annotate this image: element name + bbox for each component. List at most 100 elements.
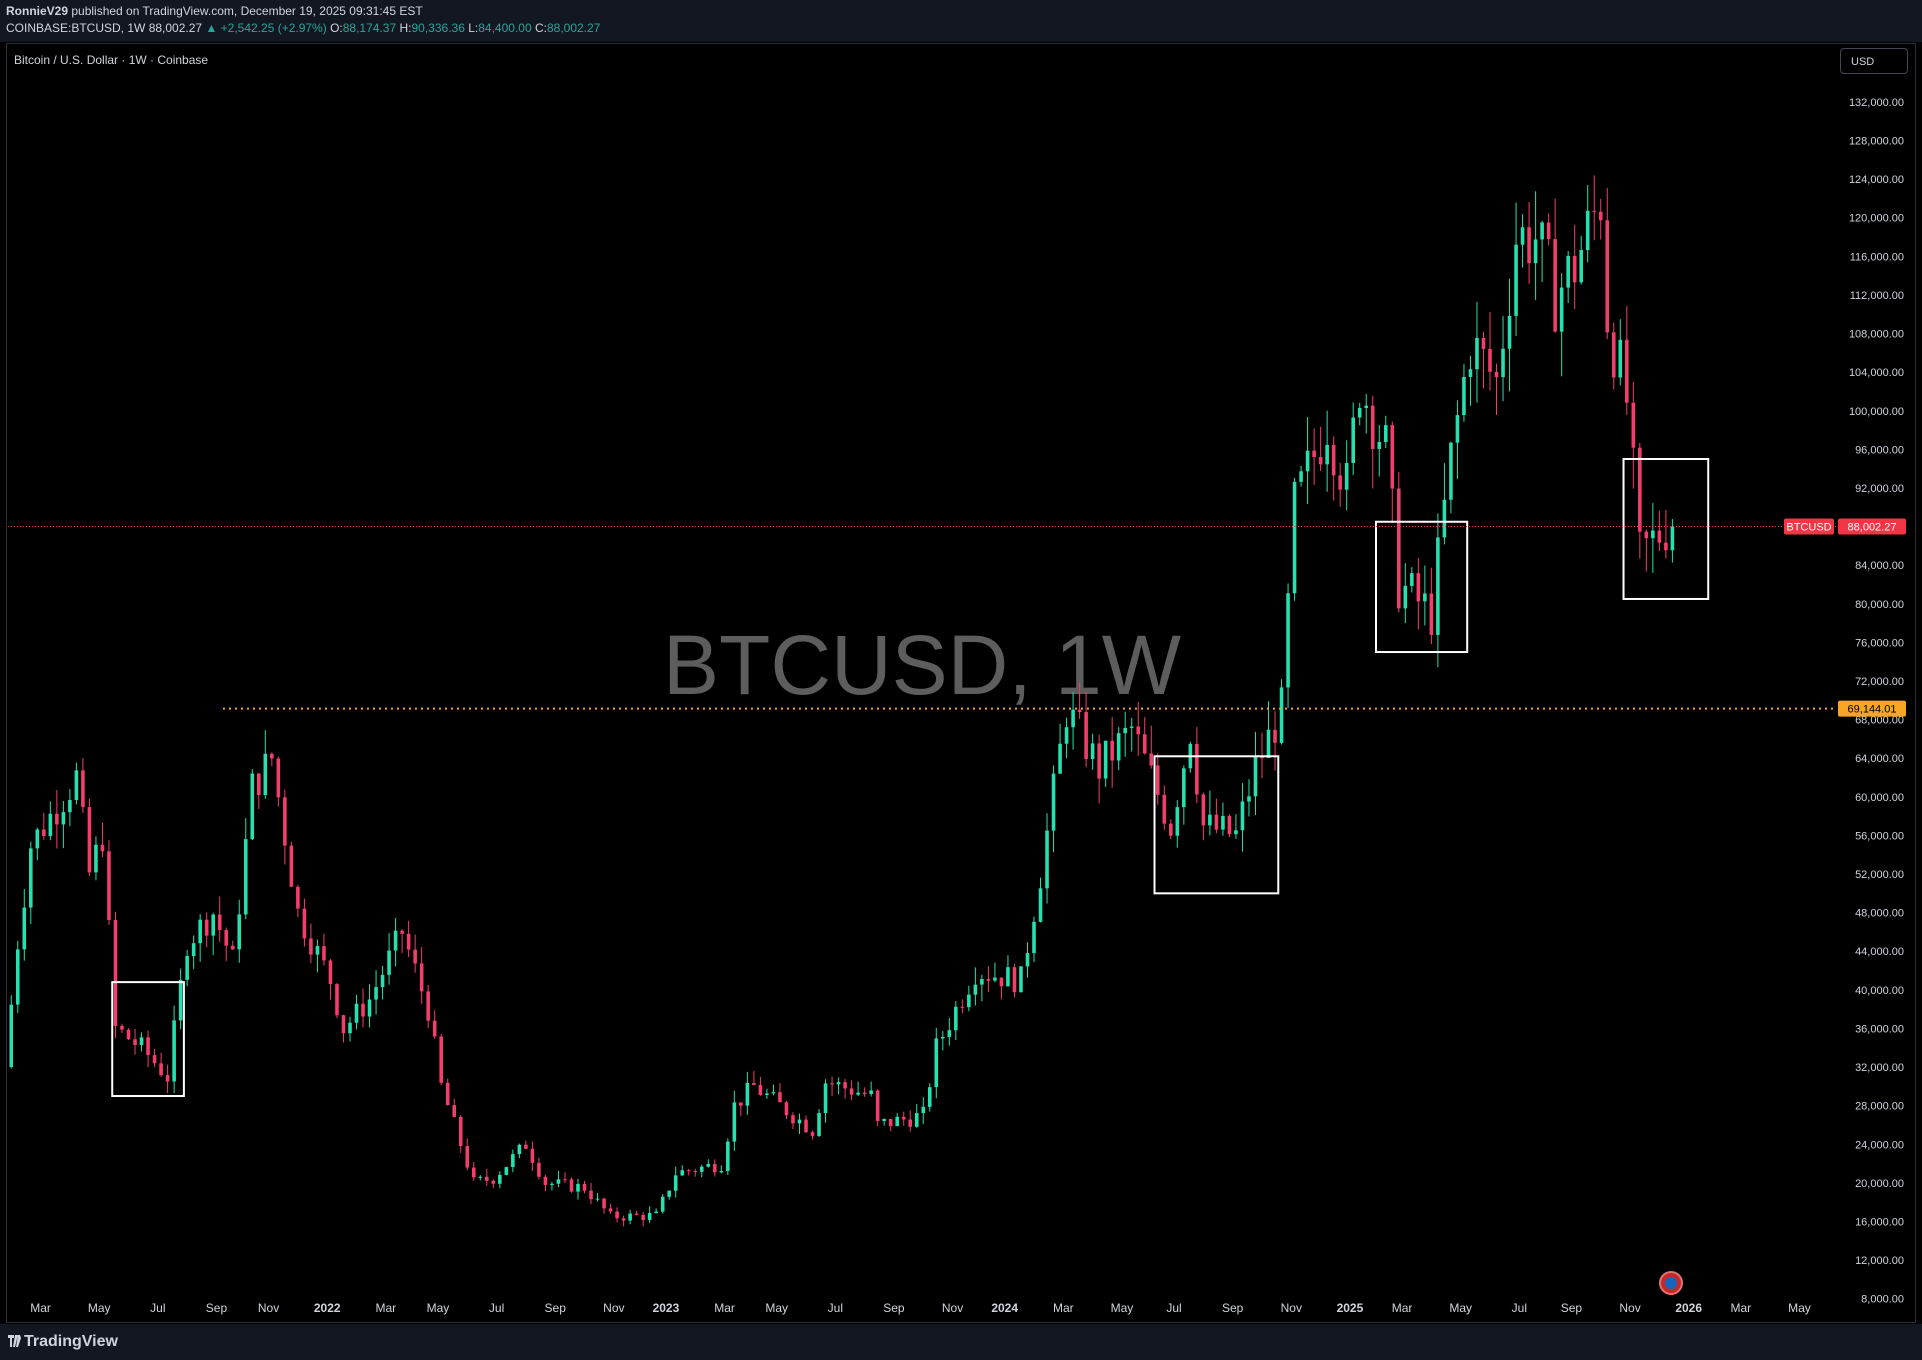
tradingview-logo-text: TradingView xyxy=(24,1333,118,1350)
time-tick-label: May xyxy=(765,1301,788,1315)
candle-body xyxy=(1611,332,1616,378)
candle-body xyxy=(563,1179,567,1181)
candle-body xyxy=(797,1119,802,1124)
low-label: L: xyxy=(468,21,479,35)
candle-body xyxy=(1019,966,1023,993)
candle-body xyxy=(1351,417,1355,464)
time-tick-label: Sep xyxy=(1222,1301,1244,1315)
candle-body xyxy=(1214,814,1219,830)
price-tick-label: 56,000.00 xyxy=(1855,830,1904,842)
candle-body xyxy=(1520,227,1525,245)
candle-body xyxy=(1651,530,1655,539)
candle-body xyxy=(1566,255,1570,288)
time-tick-label: 2025 xyxy=(1337,1301,1364,1315)
candle-body xyxy=(29,848,33,908)
candle-body xyxy=(133,1039,137,1045)
time-tick-label: Jul xyxy=(489,1301,504,1315)
price-tick-label: 60,000.00 xyxy=(1855,792,1904,804)
price-axis[interactable]: 8,000.00 12,000.00 16,000.00 20,000.00 24,00… xyxy=(1849,58,1904,1305)
currency-button[interactable]: USD xyxy=(1840,48,1908,74)
candle-body xyxy=(81,770,85,808)
candle-body xyxy=(478,1176,483,1178)
price-tags: 69,144.01 BTCUSD 88,002.27 xyxy=(1784,518,1906,717)
time-tick-label: Nov xyxy=(603,1301,624,1315)
candle-body xyxy=(113,920,118,1026)
candle-body xyxy=(849,1088,854,1095)
time-axis[interactable]: Mar May Jul Sep Nov 2022 Mar May Jul Sep Nov 2023 Ma… xyxy=(30,1301,1811,1315)
time-tick-label: Mar xyxy=(30,1301,51,1315)
candle-body xyxy=(1110,740,1114,761)
publish-text: published on TradingView.com, December 1… xyxy=(68,4,423,18)
candle-body xyxy=(296,886,300,909)
time-tick-label: May xyxy=(1788,1301,1811,1315)
range-box[interactable] xyxy=(111,981,185,1098)
range-box[interactable] xyxy=(1622,458,1710,600)
candle-body xyxy=(204,919,209,936)
candle-body xyxy=(993,977,997,981)
candle-body xyxy=(1103,740,1108,779)
candle-body xyxy=(1129,726,1134,728)
level-price-label: 69,144.01 xyxy=(1848,704,1897,716)
candle-body xyxy=(165,1075,170,1082)
candle-body xyxy=(1318,456,1323,465)
candle-body xyxy=(1618,339,1623,378)
candle-body xyxy=(934,1038,939,1088)
candle-body xyxy=(276,758,281,798)
range-box[interactable] xyxy=(1375,520,1469,654)
tradingview-logo[interactable]: TradingView xyxy=(8,1333,118,1351)
candle-body xyxy=(999,977,1004,987)
candle-body xyxy=(791,1115,795,1124)
time-tick-label: May xyxy=(427,1301,450,1315)
candle-body xyxy=(107,851,111,921)
candle-body xyxy=(1644,531,1649,539)
level-price-tag xyxy=(1838,700,1906,717)
candle-body xyxy=(1344,463,1349,490)
candle-body xyxy=(74,770,79,800)
candle-body xyxy=(230,945,235,950)
time-tick-label: Mar xyxy=(1730,1301,1751,1315)
price-change: ▲ +2,542.25 (+2.97%) xyxy=(205,21,327,35)
candle-body xyxy=(1071,709,1075,728)
candle-body xyxy=(784,1102,789,1116)
candle-body xyxy=(426,991,430,1021)
us-flag-icon[interactable] xyxy=(1659,1271,1683,1295)
price-tick-label: 20,000.00 xyxy=(1855,1178,1904,1190)
candle-body xyxy=(1481,337,1486,349)
candle-body xyxy=(817,1112,821,1136)
candle-body xyxy=(367,999,372,1017)
candle-body xyxy=(745,1082,750,1106)
low-value: 84,400.00 xyxy=(478,21,532,35)
candle-body xyxy=(22,907,27,950)
candle-body xyxy=(1527,227,1531,264)
symbol-tag-label: BTCUSD xyxy=(1786,522,1831,534)
candle-body xyxy=(270,753,274,759)
candle-body xyxy=(621,1218,626,1221)
price-tick-label: 72,000.00 xyxy=(1855,676,1904,688)
time-tick-label: May xyxy=(88,1301,111,1315)
candle-body xyxy=(1475,337,1479,370)
candle-body xyxy=(1142,734,1147,754)
candle-body xyxy=(491,1180,496,1184)
candle-body xyxy=(680,1170,685,1176)
candle-body xyxy=(667,1190,671,1197)
symbol-tag xyxy=(1784,518,1834,535)
candle-body xyxy=(1175,807,1180,836)
candle-body xyxy=(1221,815,1225,830)
chart-pane[interactable] xyxy=(6,43,1916,1323)
candle-body xyxy=(498,1174,502,1184)
candle-body xyxy=(602,1198,606,1209)
candle-body xyxy=(660,1196,665,1212)
price-tick-label: 124,000.00 xyxy=(1849,174,1904,186)
candle-body xyxy=(322,946,326,961)
candle-body xyxy=(100,844,105,852)
range-box[interactable] xyxy=(1153,755,1280,895)
candle-body xyxy=(445,1082,450,1106)
candle-body xyxy=(68,799,72,813)
candle-body xyxy=(341,1015,346,1034)
candle-body xyxy=(1468,369,1473,377)
close-value: 88,002.27 xyxy=(546,21,601,35)
candle-body xyxy=(550,1183,554,1185)
author-name[interactable]: RonnieV29 xyxy=(6,4,69,18)
candle-body xyxy=(1097,743,1101,779)
